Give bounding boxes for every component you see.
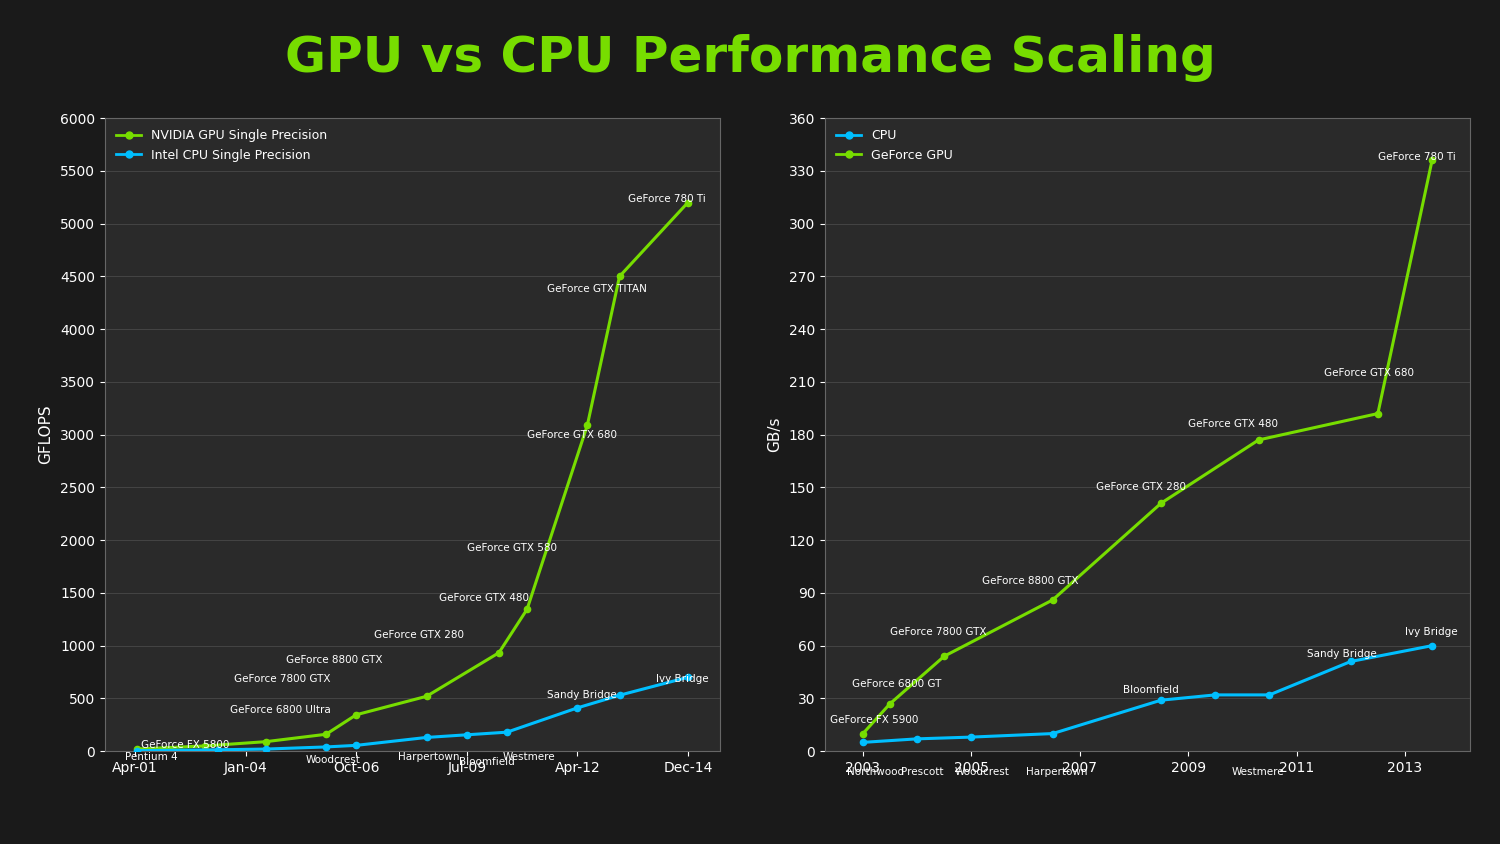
Text: GeForce FX 5800: GeForce FX 5800 <box>141 740 230 749</box>
Text: Prescott: Prescott <box>902 767 944 777</box>
Y-axis label: GFLOPS: GFLOPS <box>38 405 52 464</box>
Text: Sandy Bridge: Sandy Bridge <box>548 690 616 701</box>
Text: GeForce GTX 680: GeForce GTX 680 <box>1323 368 1413 378</box>
Text: Woodcrest: Woodcrest <box>956 767 1010 777</box>
Text: GeForce GTX 580: GeForce GTX 580 <box>466 543 556 553</box>
Text: GeForce FX 5900: GeForce FX 5900 <box>831 715 920 724</box>
Text: GeForce GTX 280: GeForce GTX 280 <box>375 630 465 640</box>
Text: GeForce GTX TITAN: GeForce GTX TITAN <box>548 284 646 294</box>
Text: Ivy Bridge: Ivy Bridge <box>656 674 708 684</box>
Text: GeForce GTX 680: GeForce GTX 680 <box>526 430 616 440</box>
Text: Bloomfield: Bloomfield <box>1124 684 1179 695</box>
Text: Sandy Bridge: Sandy Bridge <box>1308 649 1377 659</box>
Legend: NVIDIA GPU Single Precision, Intel CPU Single Precision: NVIDIA GPU Single Precision, Intel CPU S… <box>111 124 333 166</box>
Y-axis label: GB/s: GB/s <box>766 417 782 452</box>
Text: GeForce 8800 GTX: GeForce 8800 GTX <box>286 656 382 665</box>
Text: GeForce GTX 280: GeForce GTX 280 <box>1096 483 1186 492</box>
Text: GeForce 7800 GTX: GeForce 7800 GTX <box>890 626 987 636</box>
Text: Woodcrest: Woodcrest <box>306 755 362 765</box>
Text: GeForce 6800 GT: GeForce 6800 GT <box>852 679 942 690</box>
Text: Pentium 4: Pentium 4 <box>124 753 177 762</box>
Text: Harpertown: Harpertown <box>399 753 460 762</box>
Text: Westmere: Westmere <box>503 753 555 762</box>
Text: Harpertown: Harpertown <box>1026 767 1088 777</box>
Text: Westmere: Westmere <box>1232 767 1284 777</box>
Text: GeForce GTX 480: GeForce GTX 480 <box>438 593 528 603</box>
Text: Bloomfield: Bloomfield <box>459 757 514 766</box>
Text: GeForce 780 Ti: GeForce 780 Ti <box>627 194 705 204</box>
Text: GeForce 8800 GTX: GeForce 8800 GTX <box>982 576 1078 586</box>
Text: GeForce GTX 480: GeForce GTX 480 <box>1188 419 1278 429</box>
Text: GeForce 7800 GTX: GeForce 7800 GTX <box>234 674 330 684</box>
Legend: CPU, GeForce GPU: CPU, GeForce GPU <box>831 124 958 166</box>
Text: Northwood: Northwood <box>846 767 904 777</box>
Text: GeForce 6800 Ultra: GeForce 6800 Ultra <box>230 705 330 715</box>
Text: GPU vs CPU Performance Scaling: GPU vs CPU Performance Scaling <box>285 34 1215 82</box>
Text: GeForce 780 Ti: GeForce 780 Ti <box>1378 152 1455 162</box>
Text: Ivy Bridge: Ivy Bridge <box>1406 626 1458 636</box>
